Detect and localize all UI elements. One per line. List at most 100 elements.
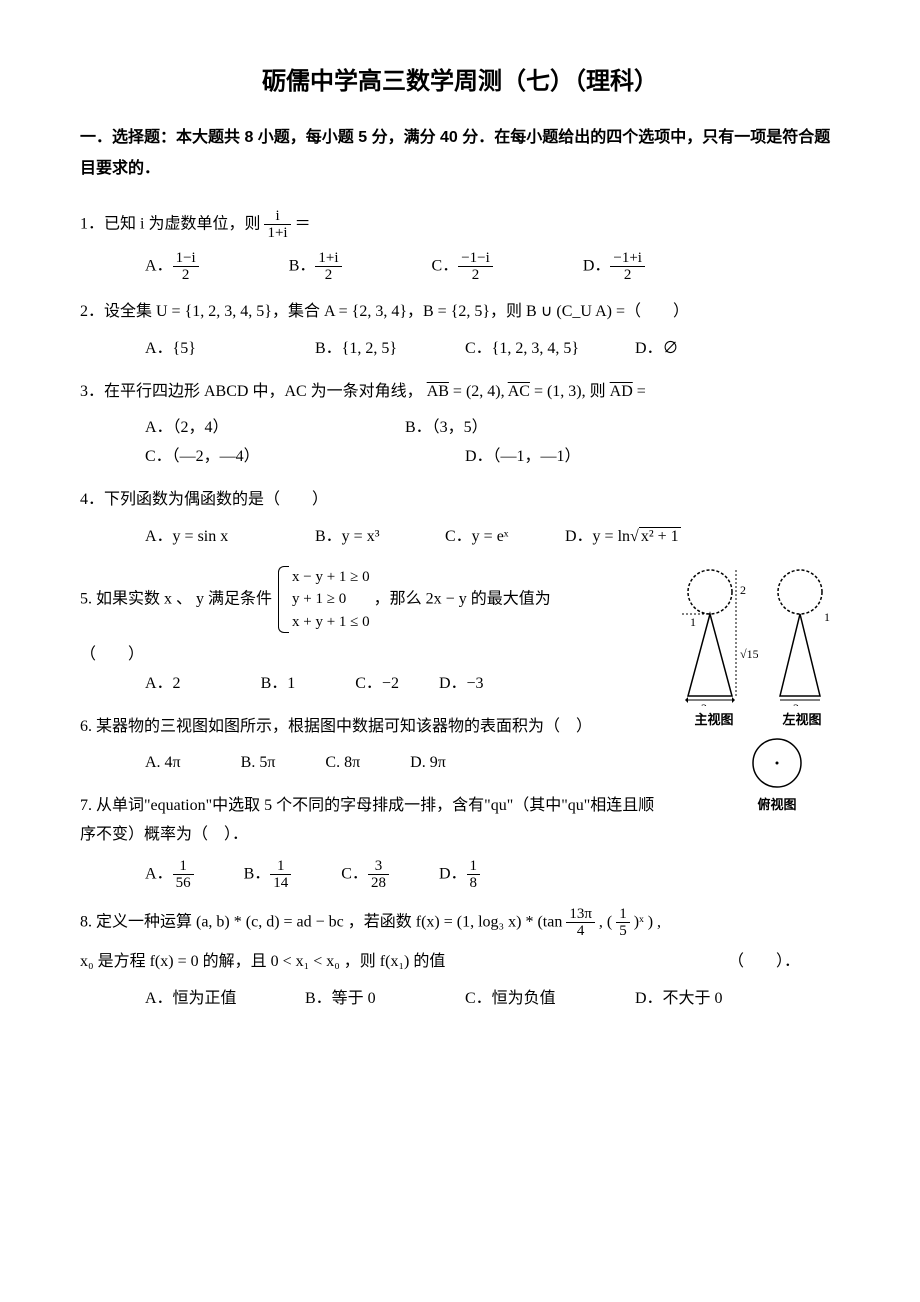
- q5-stem: 5. 如果实数 x 、 y 满足条件 x − y + 1 ≥ 0 y + 1 ≥…: [80, 566, 840, 634]
- top-view-svg: [747, 735, 807, 791]
- question-3: 3．在平行四边形 ABCD 中，AC 为一条对角线， AB = (2, 4), …: [80, 378, 840, 472]
- q1a-num: 1−i: [173, 250, 199, 268]
- q8-opt-b: B．等于 0: [305, 985, 465, 1014]
- q4-options: A．y = sin x B．y = x³ C．y = eˣ D．y = ln√x…: [80, 523, 840, 552]
- q8-line2-prefix: x₀ 是方程 f(x) = 0 的解，且 0 < x₁ < x₀ ，则 f(x₁…: [80, 948, 445, 977]
- q8-prefix: 8. 定义一种运算 (a, b) * (c, d) = ad − bc ，若函数…: [80, 914, 562, 931]
- q4-opt-a: A．y = sin x: [145, 523, 315, 552]
- q1-prefix: 1．已知 i 为虚数单位，则: [80, 216, 264, 233]
- question-7: 7. 从单词"equation"中选取 5 个不同的字母排成一排，含有"qu"（…: [80, 792, 660, 892]
- q6-opt-d: D. 9π: [410, 749, 446, 778]
- q1-opt-d: D．−1+i2: [583, 250, 645, 284]
- q2-opt-b: B．{1, 2, 5}: [315, 335, 465, 364]
- q2-opt-c: C．{1, 2, 3, 4, 5}: [465, 335, 635, 364]
- q8-opt-d: D．不大于 0: [635, 985, 723, 1014]
- q3-options-2: C．（—2，—4） D．（—1，—1）: [80, 443, 840, 472]
- q7c-num: 3: [368, 858, 389, 876]
- q3-stem: 3．在平行四边形 ABCD 中，AC 为一条对角线， AB = (2, 4), …: [80, 378, 840, 407]
- q1-frac-num: i: [264, 208, 290, 226]
- q3-ab-val: = (2, 4),: [449, 383, 508, 400]
- q4-opt-c: C．y = eˣ: [445, 523, 565, 552]
- q6-opt-a: A. 4π: [145, 749, 181, 778]
- q7-opt-a: A．156: [145, 858, 194, 892]
- top-view-block: 俯视图: [684, 735, 870, 816]
- q1c-num: −1−i: [458, 250, 493, 268]
- section-header: 一．选择题：本大题共 8 小题，每小题 5 分，满分 40 分．在每小题给出的四…: [80, 123, 840, 184]
- q7d-den: 8: [467, 875, 481, 892]
- q8-suffix: )ˣ ) ,: [634, 914, 661, 931]
- q6-stem: 6. 某器物的三视图如图所示，根据图中数据可知该器物的表面积为（ ）: [80, 713, 640, 742]
- q2-stem: 2．设全集 U = {1, 2, 3, 4, 5}，集合 A = {2, 3, …: [80, 298, 840, 327]
- q8f2-num: 1: [616, 906, 630, 924]
- q4-opt-b: B．y = x³: [315, 523, 445, 552]
- q7b-num: 1: [270, 858, 291, 876]
- q2-options: A．{5} B．{1, 2, 5} C．{1, 2, 3, 4, 5} D．∅: [80, 335, 840, 364]
- q3-ac: AC: [508, 383, 530, 400]
- q1-opt-b: B．1+i2: [289, 250, 342, 284]
- q8-frac2: 15: [616, 906, 630, 940]
- q3-ac-val: = (1, 3), 则: [530, 383, 606, 400]
- q8-line2-suffix: （ ）．: [728, 948, 800, 977]
- q8-opt-a: A．恒为正值: [145, 985, 305, 1014]
- q8-opt-c: C．恒为负值: [465, 985, 635, 1014]
- q5-system: x − y + 1 ≥ 0 y + 1 ≥ 0 x + y + 1 ≤ 0: [276, 566, 370, 634]
- q6-opt-c: C. 8π: [325, 749, 360, 778]
- q3-prefix: 3．在平行四边形 ABCD 中，AC 为一条对角线，: [80, 383, 423, 400]
- q6-options: A. 4π B. 5π C. 8π D. 9π: [80, 749, 640, 778]
- q8-frac1: 13π4: [566, 906, 595, 940]
- q4-stem: 4．下列函数为偶函数的是（ ）: [80, 486, 840, 515]
- q7-stem: 7. 从单词"equation"中选取 5 个不同的字母排成一排，含有"qu"（…: [80, 792, 660, 850]
- q1-frac-den: 1+i: [264, 225, 290, 242]
- q1-frac: i 1+i: [264, 208, 290, 242]
- q5-tail: （ ）: [80, 641, 840, 670]
- q1-suffix: ＝: [295, 216, 311, 233]
- q1a-den: 2: [173, 267, 199, 284]
- q3-opt-c: C．（—2，—4）: [145, 443, 405, 472]
- q1b-den: 2: [315, 267, 341, 284]
- top-view-label: 俯视图: [757, 793, 796, 816]
- question-5: 5. 如果实数 x 、 y 满足条件 x − y + 1 ≥ 0 y + 1 ≥…: [80, 566, 840, 699]
- question-8: 8. 定义一种运算 (a, b) * (c, d) = ad − bc ，若函数…: [80, 906, 840, 1014]
- q1-opt-c: C．−1−i2: [432, 250, 493, 284]
- question-6: 6. 某器物的三视图如图所示，根据图中数据可知该器物的表面积为（ ） A. 4π…: [80, 713, 640, 779]
- q8-options: A．恒为正值 B．等于 0 C．恒为负值 D．不大于 0: [80, 985, 840, 1014]
- q5-options: A．2 B．1 C．−2 D．−3: [80, 670, 840, 699]
- q5-line1: x − y + 1 ≥ 0: [292, 566, 370, 589]
- q8-line2: x₀ 是方程 f(x) = 0 的解，且 0 < x₁ < x₀ ，则 f(x₁…: [80, 948, 840, 977]
- q8f2-den: 5: [616, 923, 630, 940]
- question-2: 2．设全集 U = {1, 2, 3, 4, 5}，集合 A = {2, 3, …: [80, 298, 840, 364]
- q5-opt-a: A．2: [145, 670, 181, 699]
- q3-ad-suffix: =: [633, 383, 646, 400]
- q2-opt-d: D．∅: [635, 335, 679, 364]
- q1-options: A．1−i2 B．1+i2 C．−1−i2 D．−1+i2: [80, 250, 840, 284]
- q7b-den: 14: [270, 875, 291, 892]
- q1c-den: 2: [458, 267, 493, 284]
- svg-text:2: 2: [701, 701, 707, 706]
- svg-text:2: 2: [793, 701, 799, 706]
- q5-opt-d: D．−3: [439, 670, 484, 699]
- q7-opt-d: D．18: [439, 858, 480, 892]
- q3-opt-d: D．（—1，—1）: [405, 443, 725, 472]
- q3-options: A．（2，4） B．（3，5）: [80, 414, 840, 443]
- question-4: 4．下列函数为偶函数的是（ ） A．y = sin x B．y = x³ C．y…: [80, 486, 840, 552]
- q1d-den: 2: [610, 267, 645, 284]
- q7c-den: 28: [368, 875, 389, 892]
- q7d-num: 1: [467, 858, 481, 876]
- q7-opt-b: B．114: [244, 858, 292, 892]
- page-title: 砺儒中学高三数学周测（七）（理科）: [80, 60, 840, 103]
- q5-line3: x + y + 1 ≤ 0: [292, 611, 370, 634]
- q3-opt-b: B．（3，5）: [405, 414, 665, 443]
- q3-ab: AB: [427, 383, 449, 400]
- left-view-label: 左视图: [782, 708, 821, 731]
- q5-opt-c: C．−2: [355, 670, 399, 699]
- q1d-num: −1+i: [610, 250, 645, 268]
- q4d-sqrt: x² + 1: [639, 527, 681, 545]
- q5-opt-b: B．1: [261, 670, 296, 699]
- question-1: 1．已知 i 为虚数单位，则 i 1+i ＝ A．1−i2 B．1+i2 C．−…: [80, 208, 840, 284]
- q4-opt-d: D．y = ln√x² + 1: [565, 523, 681, 552]
- q8-mid: , (: [599, 914, 612, 931]
- q5-prefix: 5. 如果实数 x 、 y 满足条件: [80, 590, 276, 607]
- main-view-label: 主视图: [694, 708, 733, 731]
- q3-opt-a: A．（2，4）: [145, 414, 405, 443]
- q4d-prefix: D．y = ln: [565, 528, 630, 545]
